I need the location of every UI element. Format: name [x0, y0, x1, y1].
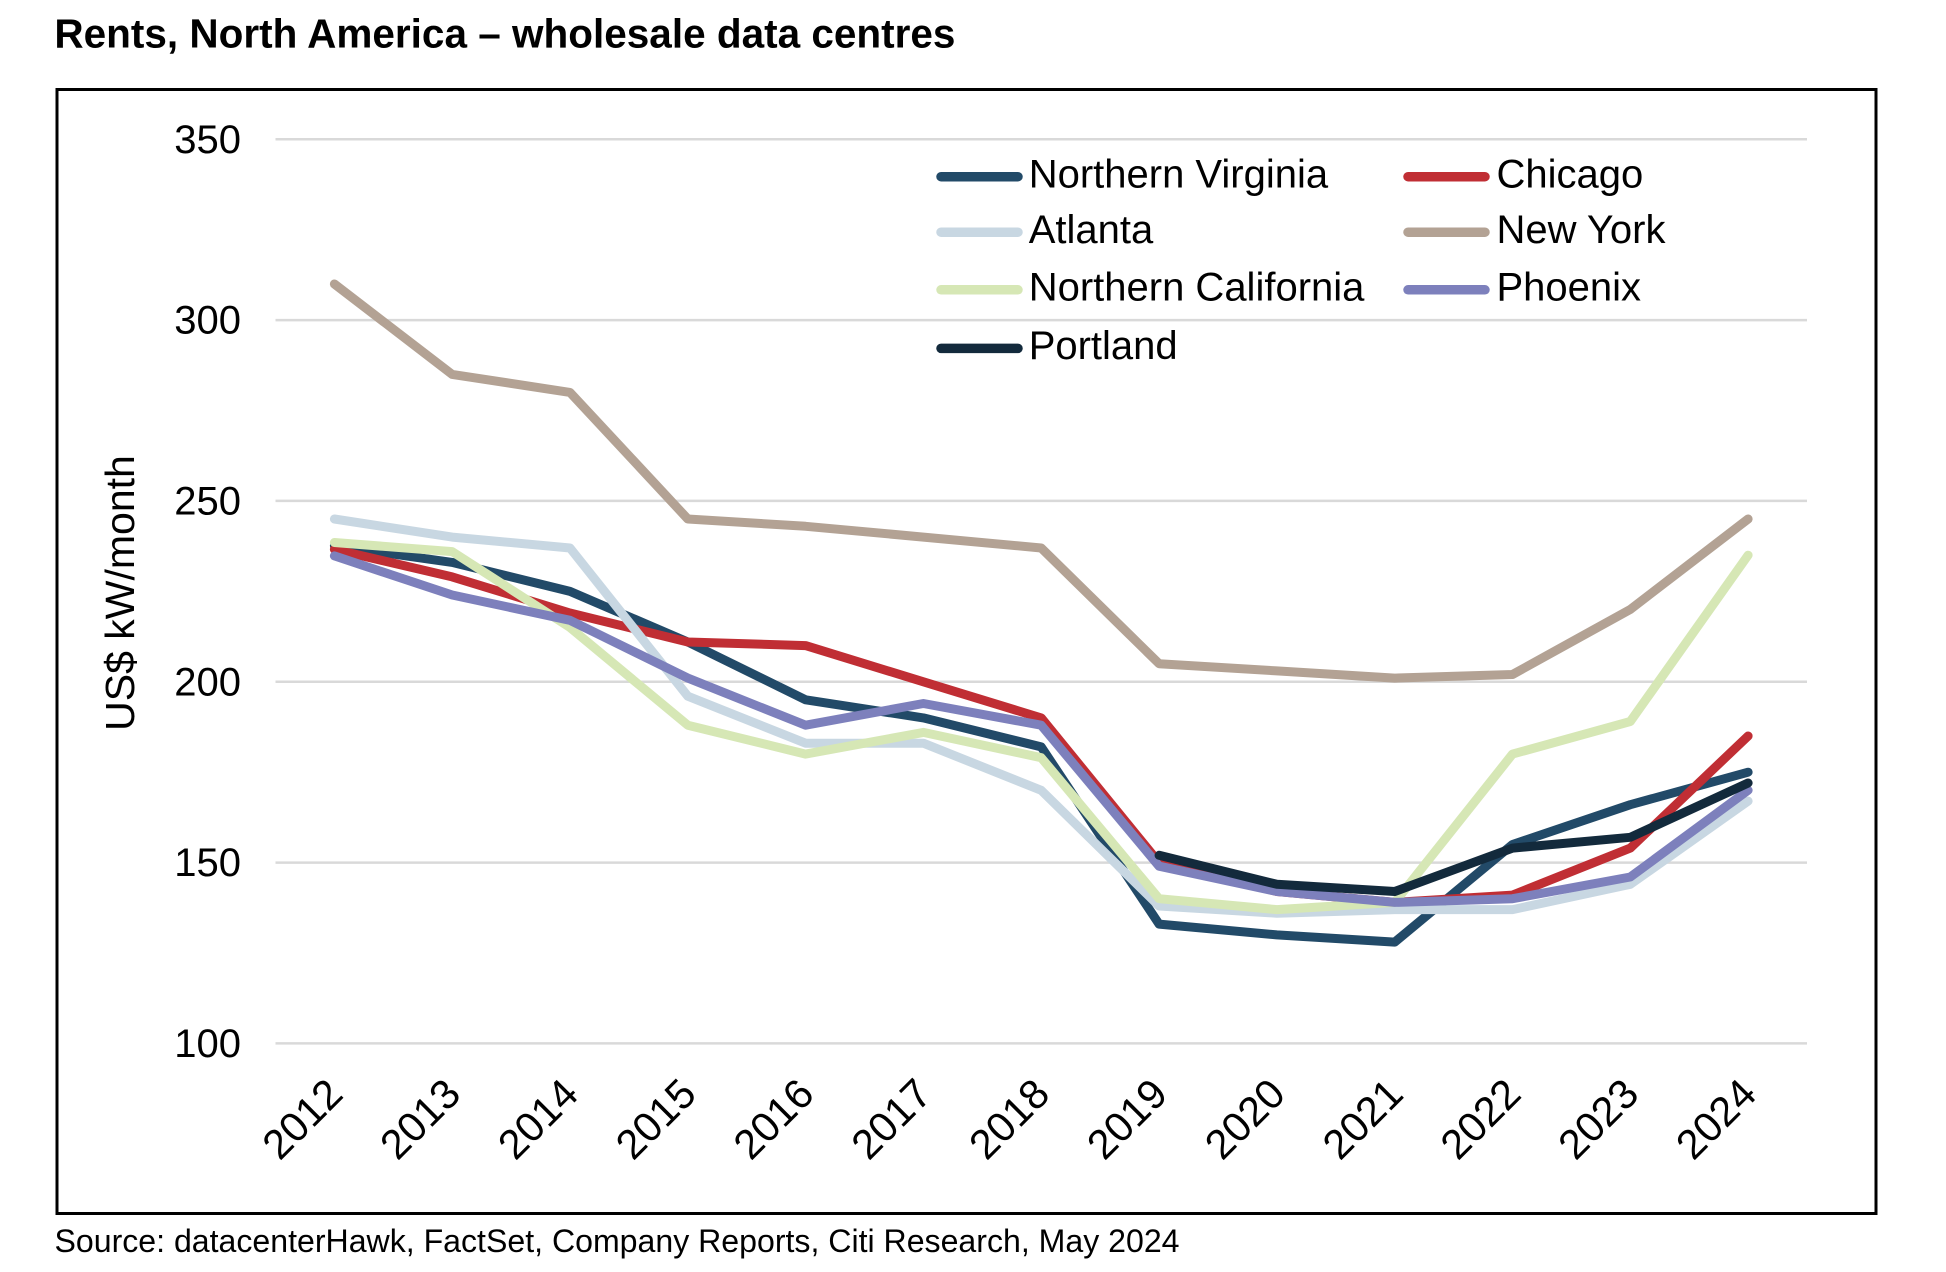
svg-text:Northern California: Northern California — [1029, 265, 1365, 309]
svg-text:300: 300 — [174, 299, 241, 343]
svg-text:Atlanta: Atlanta — [1029, 208, 1154, 252]
svg-text:New York: New York — [1497, 208, 1667, 252]
svg-text:Source: datacenterHawk, FactSe: Source: datacenterHawk, FactSet, Company… — [55, 1223, 1180, 1259]
svg-text:Northern Virginia: Northern Virginia — [1029, 152, 1329, 196]
svg-text:Portland: Portland — [1029, 324, 1178, 368]
svg-text:250: 250 — [174, 480, 241, 524]
svg-text:Rents, North America – wholesa: Rents, North America – wholesale data ce… — [54, 11, 955, 57]
svg-text:100: 100 — [174, 1022, 241, 1066]
svg-text:350: 350 — [174, 118, 241, 162]
svg-text:150: 150 — [174, 841, 241, 885]
svg-text:200: 200 — [174, 660, 241, 704]
svg-text:Chicago: Chicago — [1497, 152, 1644, 196]
svg-text:US$ kW/month: US$ kW/month — [97, 455, 143, 731]
svg-text:Phoenix: Phoenix — [1497, 265, 1642, 309]
